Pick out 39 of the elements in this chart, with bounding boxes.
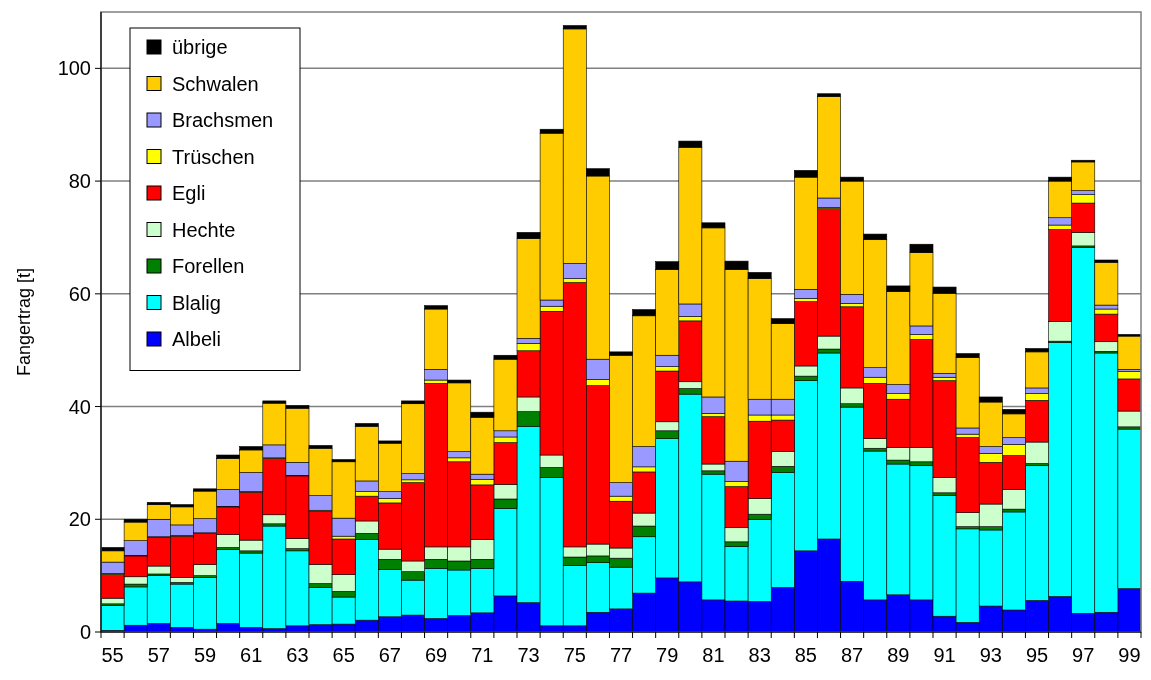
legend-label: Egli [172,182,206,204]
x-tick-label: 91 [933,644,956,666]
x-tick-label: 83 [748,644,771,666]
legend-label: Hechte [172,218,236,241]
x-tick-label: 85 [794,644,818,666]
x-tick-label: 77 [609,644,633,666]
y-axis-title: Fangertrag [t] [14,267,34,377]
y-tick-label: 80 [68,170,91,193]
y-tick-label: 60 [68,282,91,305]
x-tick-label: 67 [378,644,402,666]
x-tick-label: 57 [147,644,170,666]
x-tick-label: 95 [1025,644,1049,666]
x-tick-label: 75 [563,644,586,666]
y-tick-label: 100 [57,57,91,80]
x-tick-label: 73 [517,644,540,666]
x-tick-label: 69 [424,644,448,666]
x-tick-label: 89 [887,644,910,666]
y-tick-label: 40 [68,395,91,418]
x-tick-label: 71 [471,644,494,666]
legend-label: Albeli [172,328,221,350]
x-tick-label: 63 [286,644,309,666]
y-tick-label: 0 [79,621,91,643]
x-tick-label: 55 [101,644,124,666]
x-tick-label: 81 [702,644,725,666]
x-tick-label: 99 [1118,644,1141,666]
x-tick-label: 87 [840,644,864,666]
legend-label: Forellen [172,255,245,277]
x-tick-label: 79 [656,644,679,666]
x-tick-label: 97 [1072,644,1095,666]
x-tick-label: 65 [332,644,355,666]
x-tick-label: 61 [240,644,263,666]
legend-label: Blalig [172,291,221,314]
legend-label: Schwalen [172,72,259,95]
legend-label: Trüschen [172,145,255,168]
x-tick-label: 59 [193,644,217,666]
legend-label: Brachsmen [172,109,274,131]
legend-label: übrige [172,36,228,58]
x-tick-label: 93 [979,644,1002,666]
y-tick-label: 20 [68,508,91,531]
